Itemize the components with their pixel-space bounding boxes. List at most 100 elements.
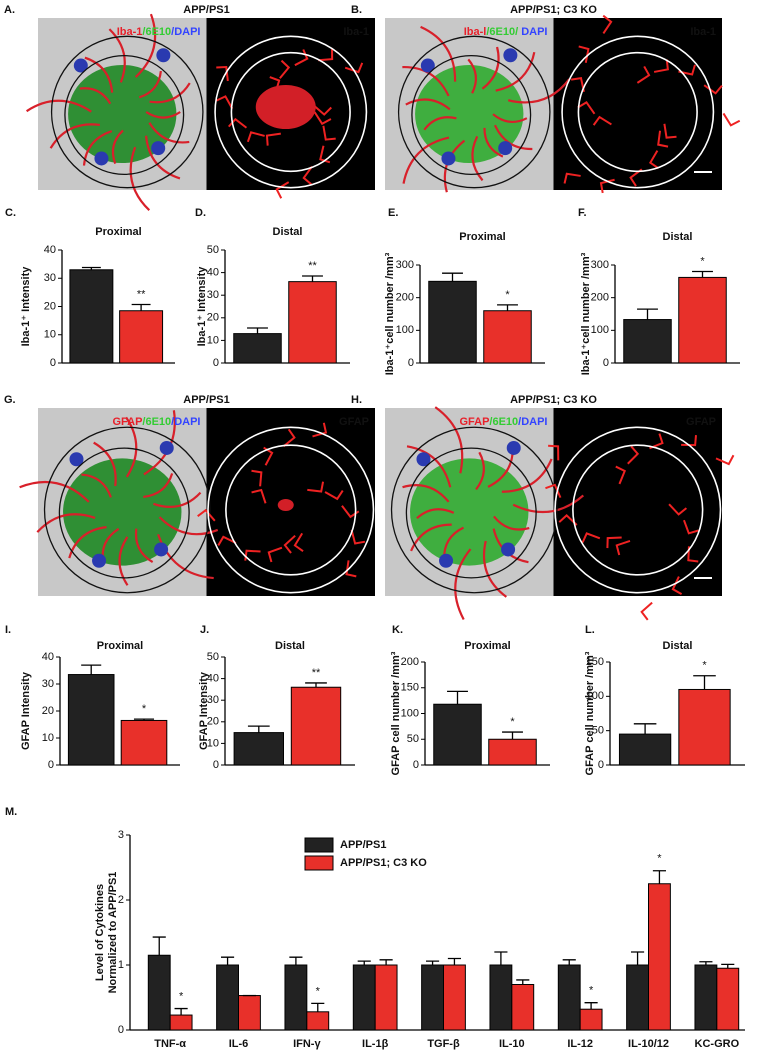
y-tick-label: 10 [207, 334, 219, 346]
y-tick-label: 20 [207, 312, 219, 324]
y-tick-label: 0 [213, 759, 219, 771]
process [602, 14, 613, 34]
y-tick-label: 20 [42, 705, 54, 717]
bar [678, 276, 727, 364]
process [19, 480, 90, 503]
nucleus [154, 542, 169, 557]
bar [147, 954, 171, 1031]
error-bar [247, 725, 270, 733]
process [93, 441, 117, 487]
process [683, 519, 699, 535]
process [475, 451, 485, 491]
process [118, 536, 129, 586]
panel-letter: F. [578, 207, 587, 219]
significance-mark: * [589, 985, 594, 997]
y-tick-label: 40 [207, 267, 219, 279]
bar [306, 1011, 330, 1031]
significance-mark: * [179, 990, 184, 1002]
process [578, 45, 590, 63]
y-axis-title: Iba-1⁺ Intensity [20, 266, 32, 347]
outer-ring [43, 426, 211, 594]
legend-label: APP/PS1 [340, 839, 386, 851]
inner-ring [225, 444, 357, 576]
process [657, 130, 669, 148]
process [313, 111, 332, 126]
error-bar [305, 682, 327, 688]
y-tick-label: 40 [207, 673, 219, 685]
process [615, 539, 631, 556]
process [302, 166, 313, 186]
process [312, 422, 328, 438]
process [467, 58, 477, 94]
process [471, 135, 484, 182]
x-tick-label: IL-1β [362, 1038, 389, 1050]
y-axis-title: GFAP Intensity [198, 671, 210, 750]
chart-title: Proximal [95, 226, 141, 238]
microglia-cluster [255, 85, 316, 129]
bar [483, 310, 532, 364]
panel-letter: C. [5, 207, 16, 219]
process [615, 465, 627, 485]
micrograph [19, 408, 375, 596]
legend-swatch [304, 855, 334, 871]
panel-letter: H. [351, 394, 362, 406]
channel-label: Iba-1 [343, 26, 369, 38]
error-bar [693, 675, 716, 690]
nucleus [439, 553, 454, 568]
nucleus [69, 452, 84, 467]
significance-mark: * [505, 289, 510, 301]
process [265, 132, 281, 146]
y-tick-label: 50 [207, 244, 219, 256]
y-tick-label: 50 [592, 725, 604, 737]
process [134, 528, 154, 563]
outer-ring [50, 35, 204, 189]
stain-part: Iba-l [464, 26, 487, 38]
process [81, 473, 112, 498]
panel-title: APP/PS1; C3 KO [510, 394, 597, 406]
y-tick-label: 50 [407, 733, 419, 745]
stain-part: /DAPI [518, 416, 547, 428]
y-tick-label: 50 [207, 651, 219, 663]
process [319, 145, 331, 164]
inner-ring [572, 444, 704, 576]
process [143, 473, 174, 499]
bar [352, 964, 376, 1031]
error-bar [379, 959, 393, 965]
process [144, 135, 181, 180]
chart-title: Distal [663, 640, 693, 652]
process [703, 84, 723, 95]
y-tick-label: 40 [44, 244, 56, 256]
panel-letter: G. [4, 394, 16, 406]
bar [716, 967, 740, 1031]
inner-ring [405, 447, 537, 579]
bar [290, 686, 342, 766]
x-tick-label: IL-6 [229, 1038, 249, 1050]
bar [694, 964, 718, 1031]
y-tick-label: 30 [207, 694, 219, 706]
stain-part: /6E10/ [486, 26, 518, 38]
process [668, 503, 688, 516]
stain-part: GFAP [112, 416, 142, 428]
significance-mark: ** [137, 288, 146, 300]
process [492, 113, 528, 124]
process [84, 56, 114, 93]
process [402, 136, 450, 184]
process [246, 131, 265, 143]
process [671, 576, 683, 595]
process [79, 87, 112, 105]
chart-title: Proximal [97, 640, 143, 652]
y-tick-label: 100 [396, 324, 414, 336]
panel-letter: L. [585, 624, 595, 636]
y-axis-title: Iba-1⁺cell number /mm³ [384, 252, 396, 375]
legend-swatch [304, 837, 334, 853]
error-bar [633, 723, 657, 735]
process [216, 66, 229, 82]
y-tick-label: 100 [586, 690, 604, 702]
bar [421, 964, 444, 1031]
process [402, 65, 450, 97]
error-bar [302, 275, 323, 282]
significance-mark: * [700, 255, 705, 267]
process [512, 494, 585, 514]
nucleus [501, 542, 516, 557]
process [153, 491, 202, 508]
